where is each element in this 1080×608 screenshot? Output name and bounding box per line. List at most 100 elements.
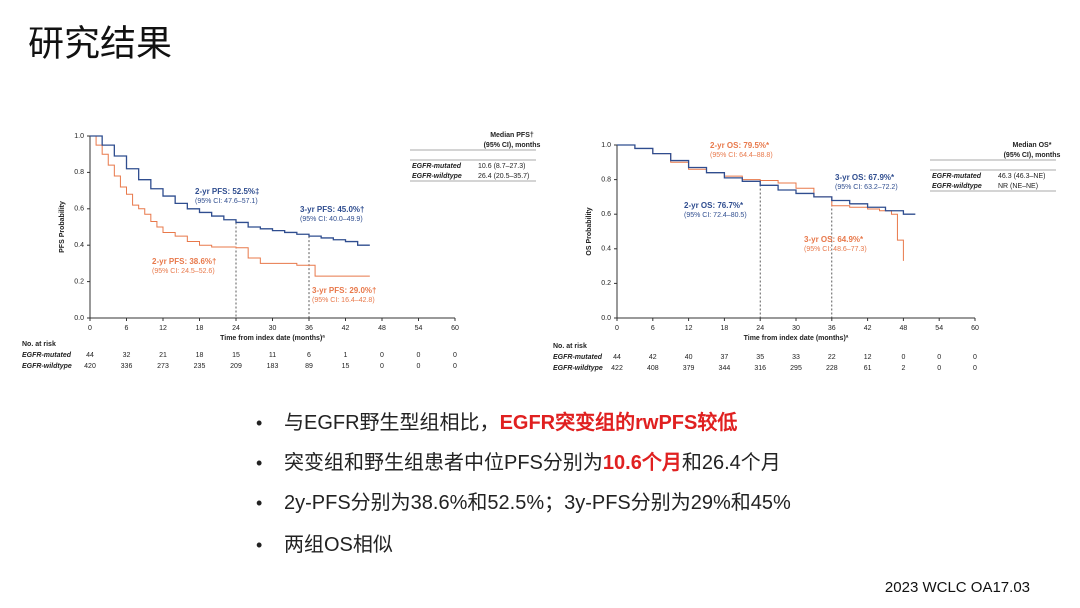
at-risk-title: No. at risk bbox=[22, 341, 56, 348]
legend-median: 10.6 (8.7–27.3) bbox=[478, 163, 525, 170]
at-risk-count: 336 bbox=[121, 363, 133, 370]
at-risk-count: 40 bbox=[685, 354, 693, 361]
bullet-dot: • bbox=[256, 535, 262, 555]
legend-name: EGFR-wildtype bbox=[932, 183, 982, 190]
survival-curve bbox=[617, 144, 904, 261]
at-risk-count: 15 bbox=[232, 352, 240, 359]
at-risk-count: 1 bbox=[344, 352, 348, 359]
bullet-text: 两组OS相似 bbox=[284, 533, 393, 556]
at-risk-count: 420 bbox=[84, 363, 96, 370]
at-risk-count: 422 bbox=[611, 365, 623, 372]
at-risk-count: 33 bbox=[792, 354, 800, 361]
x-tick-label: 18 bbox=[196, 325, 204, 332]
annotation-ci: (95% CI: 47.6–57.1) bbox=[195, 198, 258, 205]
at-risk-count: 11 bbox=[269, 352, 276, 359]
at-risk-count: 316 bbox=[754, 365, 766, 372]
annotation-ci: (95% CI: 16.4–42.8) bbox=[312, 297, 375, 304]
at-risk-count: 379 bbox=[683, 365, 695, 372]
at-risk-count: 0 bbox=[973, 354, 977, 361]
at-risk-name: EGFR-mutated bbox=[553, 354, 603, 361]
bullet-part: 两组OS相似 bbox=[284, 533, 393, 556]
bullet-part: 2y-PFS分别为38.6%和52.5%；3y-PFS分别为29%和45% bbox=[284, 491, 791, 514]
at-risk-count: 0 bbox=[937, 354, 941, 361]
legend-name: EGFR-mutated bbox=[412, 163, 462, 170]
at-risk-count: 18 bbox=[196, 352, 204, 359]
annotation-ci: (95% CI: 63.2–72.2) bbox=[835, 184, 898, 191]
y-tick-label: 0.6 bbox=[601, 211, 611, 218]
x-tick-label: 48 bbox=[378, 325, 386, 332]
bullet-part: 和26.4个月 bbox=[682, 451, 781, 474]
at-risk-count: 42 bbox=[649, 354, 657, 361]
annotation: 3-yr PFS: 45.0%† bbox=[300, 205, 364, 214]
bullet-dot: • bbox=[256, 493, 262, 513]
x-tick-label: 12 bbox=[685, 325, 693, 332]
at-risk-count: 35 bbox=[756, 354, 764, 361]
annotation-ci: (95% CI: 64.4–88.8) bbox=[710, 152, 773, 159]
x-tick-label: 54 bbox=[415, 325, 423, 332]
x-tick-label: 42 bbox=[864, 325, 872, 332]
legend-header: (95% CI), months bbox=[1004, 152, 1061, 159]
at-risk-name: EGFR-wildtype bbox=[553, 365, 603, 372]
km-chart: 0.00.20.40.60.81.00 6 12 18 24 30 36 42 48 54 60Ti… bbox=[553, 141, 1060, 372]
x-axis-label: Time from index date (months)ª bbox=[744, 335, 849, 342]
at-risk-count: 0 bbox=[937, 365, 941, 372]
x-tick-label: 0 bbox=[88, 325, 92, 332]
y-tick-label: 1.0 bbox=[601, 142, 611, 149]
y-axis-label: OS Probability bbox=[586, 207, 593, 255]
at-risk-count: 44 bbox=[613, 354, 621, 361]
at-risk-count: 408 bbox=[647, 365, 659, 372]
x-tick-label: 48 bbox=[900, 325, 908, 332]
at-risk-count: 37 bbox=[721, 354, 729, 361]
annotation: 2-yr PFS: 38.6%† bbox=[152, 257, 216, 266]
at-risk-count: 235 bbox=[194, 363, 206, 370]
survival-curve bbox=[90, 135, 370, 277]
at-risk-count: 2 bbox=[901, 365, 905, 372]
at-risk-count: 22 bbox=[828, 354, 836, 361]
y-tick-label: 0.0 bbox=[74, 315, 84, 322]
bullet-dot: • bbox=[256, 453, 262, 473]
x-tick-label: 6 bbox=[651, 325, 655, 332]
charts: 0.00.20.40.60.81.00 6 12 18 24 30 36 42 48 54 60Ti… bbox=[22, 132, 1060, 372]
legend-header: Median OS* bbox=[1013, 142, 1052, 149]
x-tick-label: 42 bbox=[342, 325, 350, 332]
bullet-part: 突变组和野生组患者中位PFS分别为 bbox=[284, 451, 603, 474]
bullet-part: 与EGFR野生型组相比， bbox=[284, 411, 500, 434]
x-tick-label: 30 bbox=[792, 325, 800, 332]
bullet-dot: • bbox=[256, 413, 262, 433]
at-risk-count: 61 bbox=[864, 365, 872, 372]
x-tick-label: 36 bbox=[828, 325, 836, 332]
y-tick-label: 0.0 bbox=[601, 315, 611, 322]
km-chart: 0.00.20.40.60.81.00 6 12 18 24 30 36 42 48 54 60Ti… bbox=[22, 132, 540, 370]
at-risk-name: EGFR-mutated bbox=[22, 352, 72, 359]
annotation: 2-yr PFS: 52.5%‡ bbox=[195, 187, 259, 196]
y-tick-label: 0.8 bbox=[74, 169, 84, 176]
annotation-ci: (95% CI: 24.5–52.6) bbox=[152, 268, 215, 275]
x-tick-label: 60 bbox=[971, 325, 979, 332]
at-risk-count: 6 bbox=[307, 352, 311, 359]
at-risk-count: 0 bbox=[973, 365, 977, 372]
annotation: 2-yr OS: 76.7%* bbox=[684, 201, 744, 210]
at-risk-count: 228 bbox=[826, 365, 838, 372]
x-tick-label: 24 bbox=[756, 325, 764, 332]
at-risk-count: 0 bbox=[453, 363, 457, 370]
y-tick-label: 1.0 bbox=[74, 133, 84, 140]
at-risk-count: 0 bbox=[417, 363, 421, 370]
bullet-part: 10.6个月 bbox=[603, 451, 682, 474]
annotation-ci: (95% CI: 72.4–80.5) bbox=[684, 212, 747, 219]
legend-median: 26.4 (20.5–35.7) bbox=[478, 173, 529, 180]
survival-curve bbox=[617, 144, 916, 215]
y-tick-label: 0.8 bbox=[601, 176, 611, 183]
x-tick-label: 60 bbox=[451, 325, 459, 332]
footer: 2023 WCLC OA17.03 bbox=[885, 579, 1030, 596]
legend-name: EGFR-mutated bbox=[932, 173, 982, 180]
at-risk-name: EGFR-wildtype bbox=[22, 363, 72, 370]
y-tick-label: 0.4 bbox=[601, 246, 611, 253]
at-risk-count: 0 bbox=[453, 352, 457, 359]
bullets: • 与EGFR野生型组相比，EGFR突变组的rwPFS较低 • 突变组和野生组患者中位… bbox=[256, 410, 791, 556]
annotation: 3-yr OS: 67.9%* bbox=[835, 173, 895, 182]
x-axis-label: Time from index date (months)ª bbox=[220, 335, 325, 342]
x-tick-label: 6 bbox=[125, 325, 129, 332]
survival-curve bbox=[90, 135, 370, 246]
slide-title: 研究结果 bbox=[28, 23, 172, 64]
